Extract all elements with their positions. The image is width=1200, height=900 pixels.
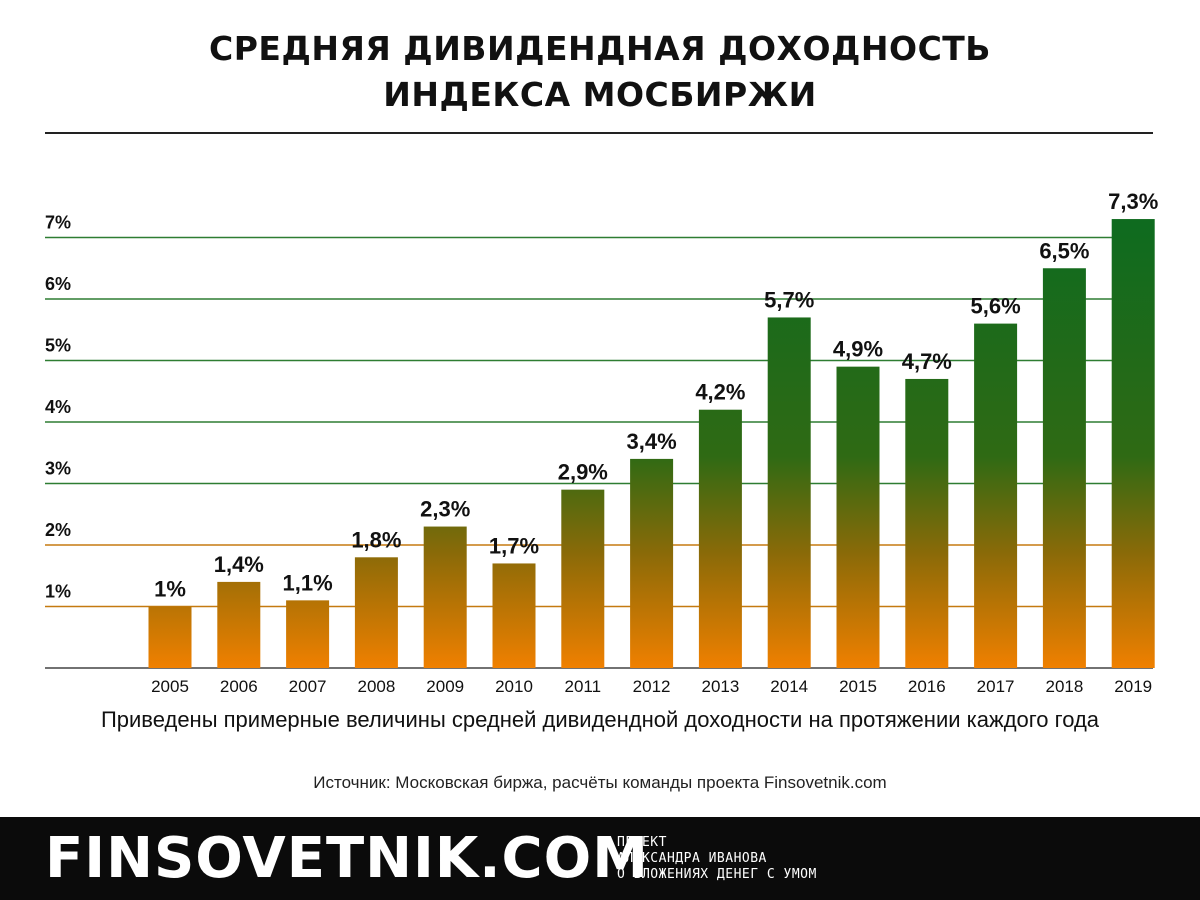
y-tick-label: 3%	[45, 459, 71, 479]
tagline-line3: О ВЛОЖЕНИЯХ ДЕНЕГ С УМОМ	[617, 867, 817, 882]
y-tick-label: 6%	[45, 274, 71, 294]
bar-value-label: 1,1%	[283, 570, 333, 595]
footer-banner: FINSOVETNIK.COM ПРОЕКТ АЛЕКСАНДРА ИВАНОВ…	[0, 817, 1200, 900]
x-tick-label: 2009	[426, 677, 464, 696]
bar	[698, 409, 742, 668]
bar	[630, 458, 674, 668]
title-divider	[45, 132, 1153, 134]
x-tick-label: 2016	[908, 677, 946, 696]
bar-value-label: 6,5%	[1039, 238, 1089, 263]
y-tick-label: 7%	[45, 213, 71, 233]
x-tick-label: 2014	[770, 677, 808, 696]
x-tick-label: 2015	[839, 677, 877, 696]
bar	[836, 366, 880, 668]
bar	[286, 600, 330, 668]
bar	[905, 378, 949, 668]
chart-title-line1: СРЕДНЯЯ ДИВИДЕНДНАЯ ДОХОДНОСТЬ	[209, 29, 991, 68]
bar-value-label: 7,3%	[1108, 189, 1158, 214]
bar-value-label: 5,7%	[764, 287, 814, 312]
chart-title-line2: ИНДЕКСА МОСБИРЖИ	[383, 75, 817, 114]
y-tick-label: 2%	[45, 520, 71, 540]
bar-value-label: 5,6%	[971, 294, 1021, 319]
x-tick-label: 2010	[495, 677, 533, 696]
bar-value-label: 4,7%	[902, 349, 952, 374]
chart-title: СРЕДНЯЯ ДИВИДЕНДНАЯ ДОХОДНОСТЬ ИНДЕКСА М…	[0, 26, 1200, 118]
x-tick-label: 2013	[701, 677, 739, 696]
bar	[492, 563, 536, 668]
bar-value-label: 1%	[154, 577, 186, 602]
chart-note: Приведены примерные величины средней див…	[100, 707, 1100, 732]
x-tick-label: 2008	[357, 677, 395, 696]
bar-value-label: 1,4%	[214, 552, 264, 577]
bar-value-label: 3,4%	[627, 429, 677, 454]
source-note: Источник: Московская биржа, расчёты кома…	[313, 773, 887, 792]
x-tick-label: 2011	[565, 677, 602, 696]
bar-chart: 1% 2% 3% 4% 5% 6% 7% 1% 2005 1,4% 2006 1,1% 2007 1,8%…	[45, 189, 1158, 696]
x-tick-label: 2019	[1114, 677, 1152, 696]
bar-value-label: 1,7%	[489, 533, 539, 558]
bar-value-label: 1,8%	[351, 527, 401, 552]
x-tick-label: 2007	[289, 677, 327, 696]
bar-value-label: 2,3%	[420, 497, 470, 522]
bar-value-label: 4,9%	[833, 337, 883, 362]
x-tick-label: 2017	[977, 677, 1015, 696]
x-tick-label: 2005	[151, 677, 189, 696]
bar	[354, 557, 398, 668]
y-tick-label: 1%	[45, 582, 71, 602]
brand-tagline: ПРОЕКТ АЛЕКСАНДРА ИВАНОВА О ВЛОЖЕНИЯХ ДЕ…	[617, 835, 817, 883]
y-tick-label: 4%	[45, 397, 71, 417]
bar	[423, 526, 467, 668]
bar-value-label: 4,2%	[695, 380, 745, 405]
bar	[217, 581, 261, 668]
bar	[1111, 219, 1155, 669]
bar	[1042, 268, 1086, 668]
x-tick-label: 2012	[633, 677, 671, 696]
bar	[974, 323, 1018, 668]
x-tick-label: 2006	[220, 677, 258, 696]
y-tick-label: 5%	[45, 336, 71, 356]
x-tick-label: 2018	[1045, 677, 1083, 696]
bar	[561, 489, 605, 668]
brand-logo-text: FINSOVETNIK.COM	[45, 826, 649, 891]
bar	[767, 317, 811, 668]
tagline-line2: АЛЕКСАНДРА ИВАНОВА	[617, 851, 767, 866]
bar-value-label: 2,9%	[558, 460, 608, 485]
tagline-line1: ПРОЕКТ	[617, 835, 667, 850]
bar	[148, 606, 192, 668]
